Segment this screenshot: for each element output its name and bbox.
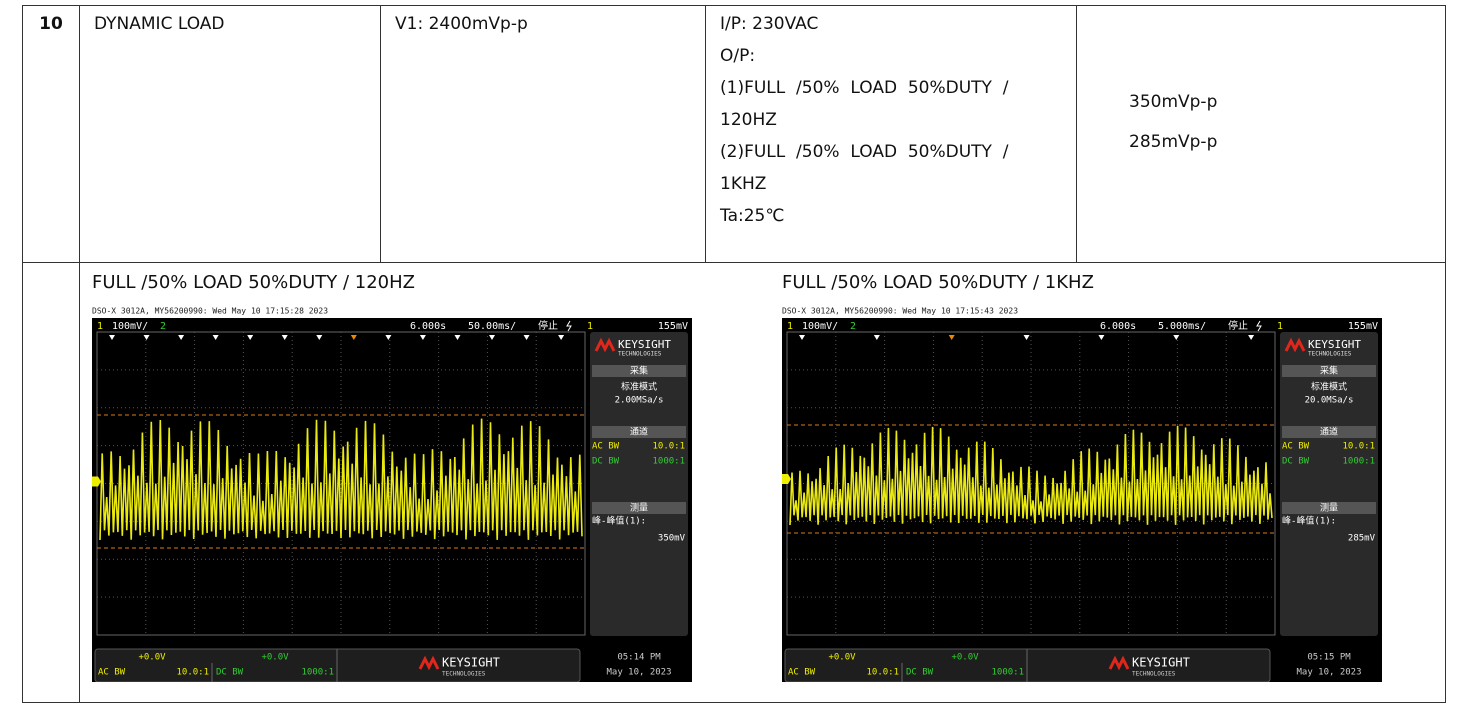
state: 停止 <box>1228 319 1248 332</box>
side-panel <box>1280 332 1378 636</box>
ch1-coupling: AC BW <box>788 668 816 678</box>
ch2-coupling: DC BW <box>592 457 620 467</box>
condition-line: I/P: 230VAC <box>720 8 1062 40</box>
scale: 100mV/ <box>112 321 148 332</box>
page: 10 DYNAMIC LOAD V1: 2400mVp-p I/P: 230VA… <box>0 0 1462 682</box>
trigger-channel: 1 <box>1277 321 1283 332</box>
ch2-offset: +0.0V <box>261 653 289 663</box>
item: DYNAMIC LOAD <box>80 6 381 263</box>
channel2: 2 <box>160 321 166 332</box>
channel: 1 <box>97 321 103 332</box>
ch1-coupling: AC BW <box>592 442 620 452</box>
ch1-probe: 10.0:1 <box>176 668 209 678</box>
oscilloscope-screenshot: DSO-X 3012A, MY56200990: Wed May 10 17:1… <box>782 305 1382 682</box>
measure-title: 测量 <box>1320 503 1338 514</box>
measure-label: 峰-峰值(1): <box>592 515 646 527</box>
measure-value: 285mV <box>1348 534 1376 544</box>
condition-line: (2)FULL /50% LOAD 50%DUTY / <box>720 136 1062 168</box>
ch1-probe: 10.0:1 <box>652 442 685 452</box>
brand: KEYSIGHT <box>442 656 500 670</box>
caption: FULL /50% LOAD 50%DUTY / 1KHZ <box>782 272 1094 293</box>
result-line: 285mVp-p <box>1129 122 1445 162</box>
row: 10 DYNAMIC LOAD V1: 2400mVp-p I/P: 230VA… <box>23 6 1446 263</box>
ch1-probe: 10.0:1 <box>866 668 899 678</box>
ch2-probe: 1000:1 <box>652 457 685 467</box>
spec: V1: 2400mVp-p <box>381 6 706 263</box>
channel-title: 通道 <box>630 426 648 438</box>
trigger-channel: 1 <box>587 321 593 332</box>
condition-line: (1)FULL /50% LOAD 50%DUTY / <box>720 72 1062 104</box>
date: May 10, 2023 <box>606 668 671 678</box>
rate: 2.00MSa/s <box>615 396 664 406</box>
condition-line: Ta:25℃ <box>720 200 1062 232</box>
brand-sub: TECHNOLOGIES <box>442 671 486 678</box>
header: DSO-X 3012A, MY56200990: Wed May 10 17:1… <box>92 307 328 316</box>
trigger-level: 155mV <box>1348 321 1378 332</box>
ch2-offset: +0.0V <box>951 653 979 663</box>
row-number: 10 <box>23 6 80 263</box>
time: 05:15 PM <box>1307 653 1351 663</box>
date: May 10, 2023 <box>1296 668 1361 678</box>
brand-sub: TECHNOLOGIES <box>1308 351 1352 358</box>
measure-label: 峰-峰值(1): <box>1282 515 1336 527</box>
measure-title: 测量 <box>630 503 648 514</box>
timebase: 5.000ms/ <box>1158 321 1206 332</box>
ch1-offset: +0.0V <box>828 653 856 663</box>
acquire-title: 采集 <box>1320 365 1338 377</box>
ch1-coupling: AC BW <box>98 668 126 678</box>
time: 05:14 PM <box>617 653 661 663</box>
brand: KEYSIGHT <box>1308 338 1361 351</box>
header: DSO-X 3012A, MY56200990: Wed May 10 17:1… <box>782 307 1018 316</box>
side-panel <box>590 332 688 636</box>
channel: 1 <box>787 321 793 332</box>
condition-line: O/P: <box>720 40 1062 72</box>
position: 6.000s <box>410 321 446 332</box>
timebase: 50.00ms/ <box>468 321 516 332</box>
ch2-probe: 1000:1 <box>1342 457 1375 467</box>
brand-sub: TECHNOLOGIES <box>618 351 662 358</box>
position: 6.000s <box>1100 321 1136 332</box>
empty-cell <box>23 263 80 703</box>
state: 停止 <box>538 319 558 332</box>
trigger-level: 155mV <box>658 321 688 332</box>
condition-line: 1KHZ <box>720 168 1062 200</box>
ch1-offset: +0.0V <box>138 653 166 663</box>
ch1-probe: 10.0:1 <box>1342 442 1375 452</box>
result-line: 350mVp-p <box>1129 82 1445 122</box>
mode: 标准模式 <box>1311 381 1347 393</box>
ch2-coupling: DC BW <box>1282 457 1310 467</box>
caption: FULL /50% LOAD 50%DUTY / 120HZ <box>92 272 415 293</box>
measure-value: 350mV <box>658 534 686 544</box>
channel2: 2 <box>850 321 856 332</box>
brand: KEYSIGHT <box>618 338 671 351</box>
ch2-probe: 1000:1 <box>301 668 334 678</box>
oscilloscope-screenshot: DSO-X 3012A, MY56200990: Wed May 10 17:1… <box>92 305 692 682</box>
brand-sub: TECHNOLOGIES <box>1132 671 1176 678</box>
rate: 20.0MSa/s <box>1305 396 1354 406</box>
ch2-coupling: DC BW <box>216 668 244 678</box>
ch2-coupling: DC BW <box>906 668 934 678</box>
ch2-probe: 1000:1 <box>991 668 1024 678</box>
brand: KEYSIGHT <box>1132 656 1190 670</box>
condition-line: 120HZ <box>720 104 1062 136</box>
mode: 标准模式 <box>621 381 657 393</box>
ch1-coupling: AC BW <box>1282 442 1310 452</box>
acquire-title: 采集 <box>630 365 648 377</box>
scale: 100mV/ <box>802 321 838 332</box>
channel-title: 通道 <box>1320 426 1338 438</box>
